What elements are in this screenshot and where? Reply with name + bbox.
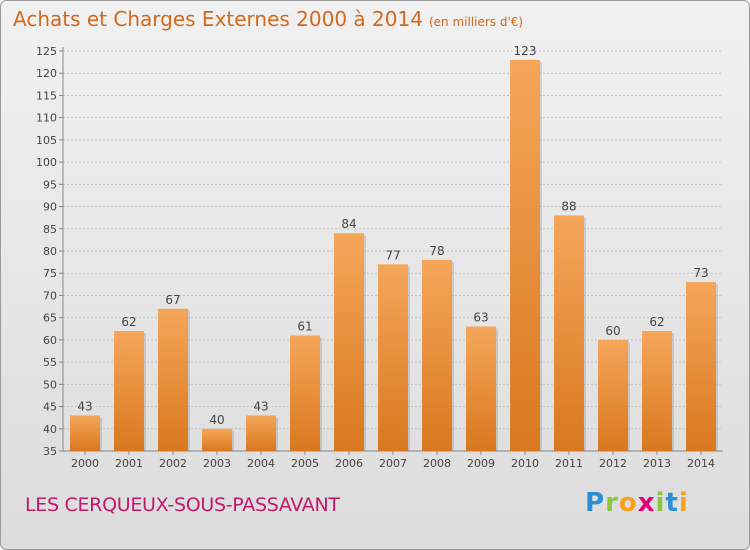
bar-value-label: 88 [561,199,576,213]
bar-value-label: 73 [693,266,708,280]
bar [686,282,716,451]
y-tick-label: 60 [43,334,57,347]
x-axis-labels: 2000 2001 2002 2003 2004 2005 2006 2007 2008 2009… [71,451,715,470]
y-tick-label: 50 [43,378,57,391]
x-tick-label: 2009 [467,457,495,470]
bar-value-label: 62 [649,315,664,329]
y-tick-label: 100 [36,156,57,169]
bar-value-label: 63 [473,311,488,325]
x-tick-label: 2001 [115,457,143,470]
bar [598,339,628,451]
bar-value-label: 123 [514,44,537,58]
bar [202,428,232,451]
bar [378,264,408,451]
chart-subtitle: (en milliers d'€) [428,15,524,29]
y-tick-label: 115 [36,89,57,102]
x-tick-label: 2010 [511,457,539,470]
bar [158,308,188,451]
bar-value-label: 78 [429,244,444,258]
bar [554,215,584,451]
bar-value-label: 43 [253,399,268,413]
bar-value-label: 60 [605,324,620,338]
chart-title-text: Achats et Charges Externes 2000 à 2014 [13,7,423,31]
y-tick-label: 90 [43,201,57,214]
x-tick-label: 2008 [423,457,451,470]
bar [70,415,100,451]
bar-value-label: 67 [165,293,180,307]
y-tick-label: 40 [43,423,57,436]
x-tick-label: 2011 [555,457,583,470]
commune-name: LES CERQUEUX-SOUS-PASSAVANT [25,494,340,516]
x-tick-label: 2013 [643,457,671,470]
bar-value-label: 40 [209,413,224,427]
y-tick-label: 45 [43,401,57,414]
y-tick-label: 105 [36,134,57,147]
bar-value-label: 77 [385,248,400,262]
x-tick-label: 2012 [599,457,627,470]
x-tick-label: 2004 [247,457,275,470]
y-tick-label: 70 [43,289,57,302]
y-tick-label: 95 [43,178,57,191]
x-tick-label: 2005 [291,457,319,470]
y-tick-label: 65 [43,312,57,325]
proxiti-logo: Proxiti [585,488,689,518]
x-tick-label: 2014 [687,457,715,470]
y-tick-label: 80 [43,245,57,258]
x-tick-label: 2007 [379,457,407,470]
bar-value-label: 62 [121,315,136,329]
y-tick-label: 110 [36,112,57,125]
y-tick-label: 125 [36,45,57,58]
bar [466,326,496,451]
bar [422,259,452,451]
y-tick-label: 85 [43,223,57,236]
x-tick-label: 2003 [203,457,231,470]
y-tick-label: 120 [36,67,57,80]
y-tick-label: 55 [43,356,57,369]
bar [290,335,320,451]
bar-value-label: 43 [77,399,92,413]
bars: 43 62 67 40 43 61 84 77 78 63 123 88 60 62 73 [70,44,718,452]
bar [510,59,540,452]
x-tick-label: 2006 [335,457,363,470]
y-tick-label: 75 [43,267,57,280]
bar [114,331,144,451]
bar [334,233,364,451]
chart-title: Achats et Charges Externes 2000 à 2014 (e… [13,7,523,31]
x-tick-label: 2000 [71,457,99,470]
bar-value-label: 61 [297,319,312,333]
bar-value-label: 84 [341,217,356,231]
bar [246,415,276,451]
x-tick-label: 2002 [159,457,187,470]
bar [642,331,672,451]
y-tick-label: 35 [43,445,57,458]
